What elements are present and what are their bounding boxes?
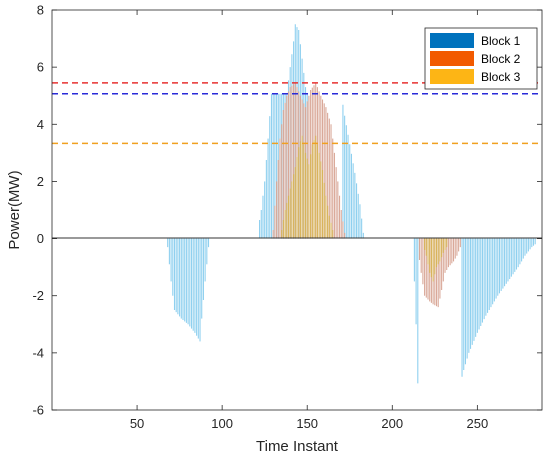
legend-label-block-1: Block 1: [481, 34, 521, 48]
y-tick-label: -4: [32, 345, 44, 360]
x-tick-label: 150: [296, 416, 318, 431]
legend-swatch-block-3: [430, 69, 474, 84]
legend-label-block-2: Block 2: [481, 52, 521, 66]
bar-series-3: [281, 135, 448, 282]
y-tick-label: 0: [37, 231, 44, 246]
ticks-layer: 50 100 150 200 250 -6 -4 -2 0 2 4 6 8: [32, 3, 542, 431]
x-tick-label: 250: [466, 416, 488, 431]
legend-swatch-block-2: [430, 51, 474, 66]
x-tick-label: 200: [381, 416, 403, 431]
y-tick-label: 2: [37, 174, 44, 189]
x-tick-label: 50: [130, 416, 144, 431]
y-tick-label: -6: [32, 403, 44, 418]
legend-swatch-block-1: [430, 33, 474, 48]
y-tick-label: -2: [32, 288, 44, 303]
y-tick-label: 4: [37, 117, 44, 132]
plot-frame: [51, 9, 543, 411]
y-axis-title: Power(MW): [6, 170, 23, 249]
legend-label-block-3: Block 3: [481, 70, 521, 84]
x-tick-label: 100: [211, 416, 233, 431]
x-axis-title: Time Instant: [256, 438, 339, 455]
bars-layer: [167, 24, 536, 384]
y-tick-label: 8: [37, 3, 44, 18]
legend: Block 1 Block 2 Block 3: [424, 27, 538, 90]
limit-lines-layer: [52, 82, 542, 145]
y-tick-label: 6: [37, 60, 44, 75]
